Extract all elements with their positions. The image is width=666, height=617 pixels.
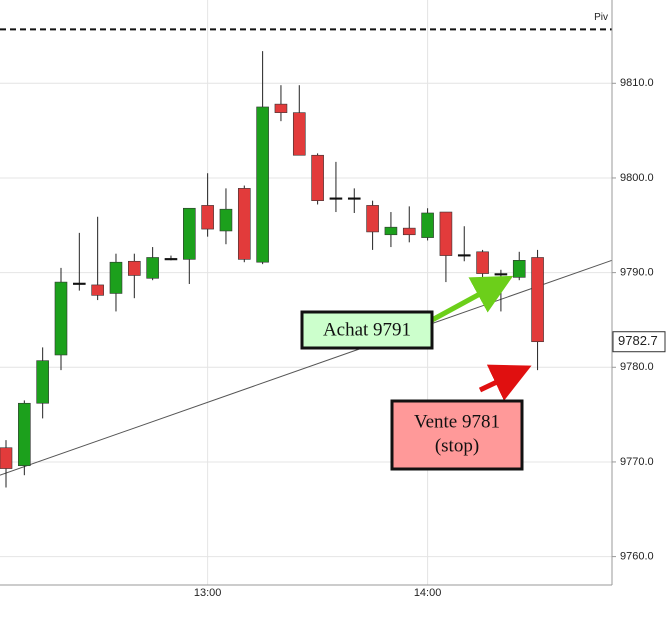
x-tick-label: 14:00 bbox=[414, 587, 442, 599]
y-tick-label: 9780.0 bbox=[620, 361, 654, 373]
last-price-box bbox=[612, 331, 666, 353]
candle-body bbox=[329, 197, 343, 200]
x-tick-label: 13:00 bbox=[194, 587, 222, 599]
candle-body bbox=[256, 106, 269, 263]
candle-body bbox=[183, 207, 196, 260]
candle-body bbox=[91, 284, 104, 296]
candle-body bbox=[274, 103, 288, 113]
candle-body bbox=[109, 261, 123, 294]
candle-body bbox=[146, 257, 159, 279]
candle-body bbox=[494, 273, 508, 276]
candle-body bbox=[73, 282, 86, 285]
candle-body bbox=[421, 212, 434, 238]
candle-body bbox=[457, 254, 471, 257]
candle-body bbox=[402, 227, 416, 236]
candle-body bbox=[128, 260, 141, 276]
candle-body bbox=[476, 251, 489, 274]
y-tick-label: 9770.0 bbox=[620, 456, 654, 468]
buy-box bbox=[300, 310, 434, 350]
candle-body bbox=[311, 154, 324, 201]
candle-body bbox=[439, 211, 453, 256]
sell-arrow bbox=[478, 364, 532, 401]
candle-body bbox=[18, 402, 31, 467]
candle-body bbox=[531, 257, 544, 343]
candle-body bbox=[384, 226, 398, 236]
candle-body bbox=[347, 197, 361, 200]
candle-body bbox=[237, 188, 251, 260]
y-tick-label: 9760.0 bbox=[620, 551, 654, 563]
y-tick-label: 9790.0 bbox=[620, 267, 654, 279]
candle-body bbox=[54, 281, 68, 356]
candle-body bbox=[512, 260, 526, 278]
y-tick-label: 9810.0 bbox=[620, 77, 654, 89]
candle-body bbox=[201, 205, 214, 230]
buy-arrow bbox=[430, 275, 514, 323]
candle-body bbox=[366, 205, 379, 233]
candle-body bbox=[219, 208, 233, 232]
y-tick-label: 9800.0 bbox=[620, 172, 654, 184]
candle-body bbox=[164, 258, 178, 261]
candle-body bbox=[0, 447, 13, 469]
candle-body bbox=[36, 360, 49, 404]
sell-label: Vente 9781 bbox=[414, 411, 500, 432]
labels: 9760.0 9770.0 9780.0 9790.0 9800.0 9810.0 13:0… bbox=[194, 12, 666, 599]
last-price-label: 9782.7 bbox=[618, 333, 658, 348]
sell-box bbox=[390, 399, 524, 471]
candle-body bbox=[292, 112, 306, 156]
pivot-label: Piv bbox=[594, 12, 608, 23]
sell-label: (stop) bbox=[435, 435, 479, 456]
buy-label: Achat 9791 bbox=[323, 319, 411, 340]
